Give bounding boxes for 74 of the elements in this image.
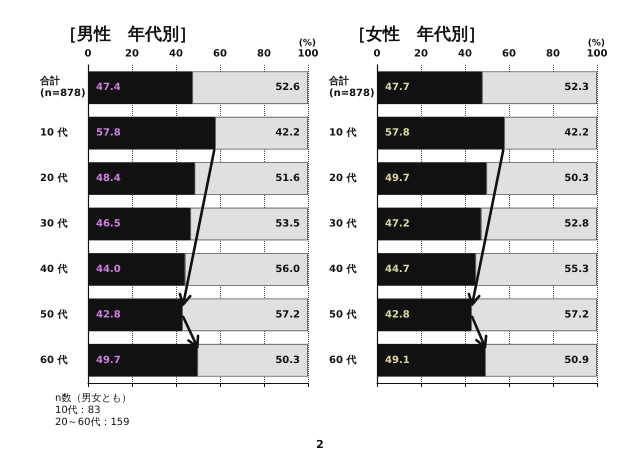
text: n数（男女とも） 10代：83 20～60代：159 bbox=[55, 393, 132, 429]
y-tick-label: 20 代 bbox=[40, 172, 68, 184]
data-label: 52.6 bbox=[275, 82, 300, 94]
x-tick-label: 60 bbox=[502, 48, 516, 60]
data-label: 49.1 bbox=[385, 354, 410, 366]
x-axis-title: (%) bbox=[298, 38, 316, 48]
x-tick-label: 20 bbox=[125, 48, 139, 60]
data-label: 47.7 bbox=[385, 82, 410, 94]
data-label: 44.7 bbox=[385, 264, 410, 275]
x-tick-label: 0 bbox=[374, 48, 381, 60]
data-label: 52.3 bbox=[564, 82, 590, 94]
bar bbox=[215, 116, 308, 150]
y-tick-label: 30 代 bbox=[329, 218, 356, 230]
data-label: 48.4 bbox=[96, 173, 121, 184]
y-tick-label: 合計 (n=878) bbox=[39, 75, 86, 100]
x-axis-title: (%) bbox=[588, 38, 606, 48]
data-label: 47.4 bbox=[96, 82, 121, 94]
y-tick-label: 30 代 bbox=[40, 218, 68, 230]
y-tick-label: 40 代 bbox=[329, 262, 356, 275]
data-label: 50.3 bbox=[564, 173, 590, 184]
data-label: 49.7 bbox=[385, 173, 410, 184]
bar bbox=[197, 344, 308, 377]
data-label: 57.8 bbox=[385, 128, 410, 139]
x-tick-label: 100 bbox=[586, 48, 608, 60]
data-label: 47.2 bbox=[385, 218, 410, 230]
bar bbox=[480, 208, 597, 240]
y-tick-label: 60 代 bbox=[329, 354, 356, 366]
bar bbox=[182, 298, 308, 332]
y-tick-label: 合計 (n=878) bbox=[328, 75, 375, 100]
chart-title: ［男性 年代別］ bbox=[60, 24, 196, 44]
x-tick-label: 40 bbox=[169, 48, 183, 60]
data-label: 46.5 bbox=[96, 218, 121, 230]
y-tick-label: 50 代 bbox=[329, 308, 356, 320]
bar bbox=[192, 71, 308, 104]
y-tick-label: 50 代 bbox=[40, 308, 68, 320]
data-label: 49.7 bbox=[96, 354, 121, 366]
bar bbox=[475, 253, 597, 286]
y-tick-label: 10 代 bbox=[40, 126, 68, 139]
data-label: 42.2 bbox=[564, 128, 590, 139]
data-label: 56.0 bbox=[275, 264, 300, 275]
bar bbox=[486, 162, 597, 195]
data-label: 50.9 bbox=[564, 354, 590, 366]
x-tick-label: 80 bbox=[546, 48, 560, 60]
bar bbox=[190, 208, 308, 240]
bar bbox=[504, 116, 597, 150]
x-tick-label: 80 bbox=[257, 48, 271, 60]
x-tick-label: 40 bbox=[458, 48, 472, 60]
bar bbox=[485, 344, 597, 377]
bar bbox=[482, 71, 597, 104]
x-tick-label: 100 bbox=[298, 48, 318, 60]
data-label: 57.2 bbox=[275, 309, 300, 320]
bar bbox=[471, 298, 597, 332]
data-label: 42.8 bbox=[96, 309, 121, 320]
data-label: 42.2 bbox=[275, 128, 300, 139]
data-label: 57.2 bbox=[564, 309, 590, 320]
data-label: 51.6 bbox=[275, 173, 300, 184]
x-tick-label: 20 bbox=[414, 48, 428, 60]
data-label: 55.3 bbox=[564, 264, 590, 275]
chart-title: ［女性 年代別］ bbox=[349, 24, 485, 44]
data-label: 52.8 bbox=[564, 218, 590, 230]
bar bbox=[194, 162, 308, 195]
y-tick-label: 20 代 bbox=[329, 172, 356, 184]
data-label: 57.8 bbox=[96, 128, 121, 139]
data-label: 42.8 bbox=[385, 309, 410, 320]
text: 2 bbox=[316, 438, 324, 451]
y-tick-label: 40 代 bbox=[40, 262, 68, 275]
data-label: 50.3 bbox=[275, 354, 300, 366]
y-tick-label: 10 代 bbox=[329, 126, 356, 139]
x-tick-label: 60 bbox=[213, 48, 227, 60]
x-tick-label: 0 bbox=[84, 48, 92, 60]
bar bbox=[184, 253, 308, 286]
data-label: 53.5 bbox=[275, 218, 300, 230]
data-label: 44.0 bbox=[96, 264, 121, 275]
y-tick-label: 60 代 bbox=[40, 354, 68, 366]
